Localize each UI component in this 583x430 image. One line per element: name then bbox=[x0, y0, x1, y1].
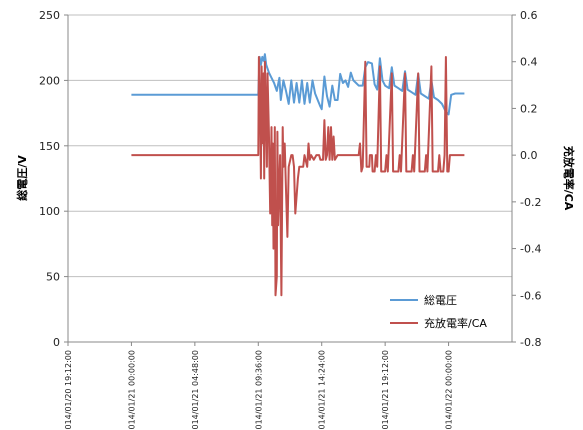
right-y-tick-label: -0.2 bbox=[520, 196, 541, 209]
series-lines bbox=[131, 53, 465, 297]
left-y-tick-label: 50 bbox=[46, 271, 60, 284]
right-y-tick-label: 0.2 bbox=[520, 102, 538, 115]
series-line-charge-rate bbox=[131, 56, 465, 297]
gridlines bbox=[64, 14, 516, 346]
right-y-tick-label: 0.6 bbox=[520, 9, 538, 22]
left-y-axis-label: 総電圧/V bbox=[15, 155, 29, 201]
right-y-tick-label: -0.6 bbox=[520, 289, 541, 302]
legend-label: 総電圧 bbox=[424, 293, 457, 307]
x-tick-label: 2014/01/21 14:24:00 bbox=[318, 350, 327, 430]
x-tick-label: 2014/01/22 00:00:00 bbox=[445, 350, 454, 430]
left-y-tick-labels: 0 50 100 150 200 250 bbox=[39, 9, 60, 349]
left-y-tick-label: 250 bbox=[39, 9, 60, 22]
left-y-tick-label: 0 bbox=[53, 336, 60, 349]
right-y-axis-label: 充放電率/CA bbox=[562, 146, 576, 211]
right-y-tick-label: 0.0 bbox=[520, 149, 538, 162]
x-tick-labels: 2014/01/20 19:12:00 2014/01/21 00:00:00 20… bbox=[64, 350, 454, 430]
right-y-tick-labels: -0.8 -0.6 -0.4 -0.2 0.0 0.2 0.4 0.6 bbox=[520, 9, 541, 349]
x-tick-label: 2014/01/21 00:00:00 bbox=[127, 350, 136, 430]
x-tick-label: 2014/01/21 09:36:00 bbox=[254, 350, 263, 430]
left-y-tick-label: 200 bbox=[39, 74, 60, 87]
right-y-tick-label: -0.8 bbox=[520, 336, 541, 349]
x-tick-label: 2014/01/21 19:12:00 bbox=[381, 350, 390, 430]
left-y-tick-label: 150 bbox=[39, 140, 60, 153]
legend-label: 充放電率/CA bbox=[424, 316, 487, 330]
right-y-tick-label: 0.4 bbox=[520, 56, 538, 69]
right-y-tick-label: -0.4 bbox=[520, 243, 541, 256]
x-tick-label: 2014/01/21 04:48:00 bbox=[191, 350, 200, 430]
left-y-tick-label: 100 bbox=[39, 205, 60, 218]
x-tick-label: 2014/01/20 19:12:00 bbox=[64, 350, 73, 430]
